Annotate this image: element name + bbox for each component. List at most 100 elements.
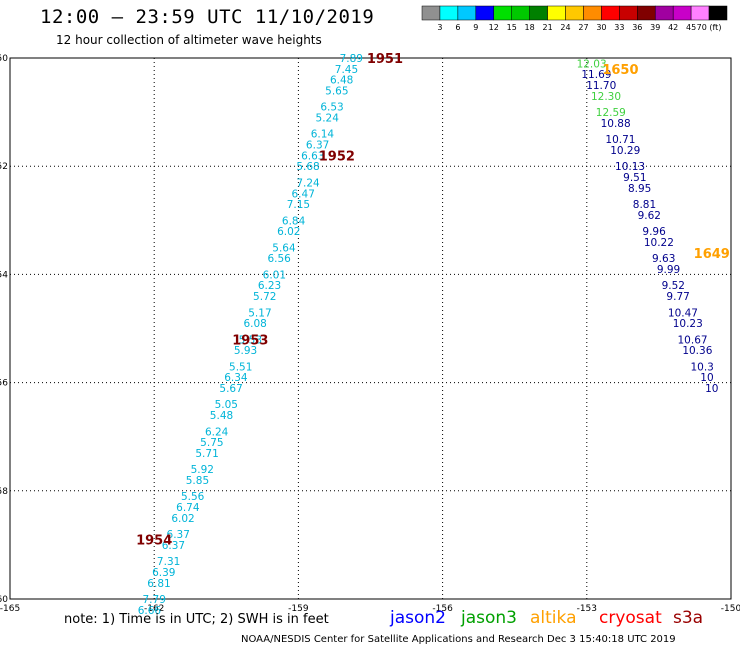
wave-height-point: 5.71 xyxy=(195,448,218,460)
x-tick-label: -153 xyxy=(577,604,597,614)
color-scale-label: 9 xyxy=(473,23,478,32)
axis-tick-labels: -50 -52 -54 -56 -58 -60-165 -162 -159 -156 -153 -1… xyxy=(0,54,740,614)
color-swatch xyxy=(654,5,674,21)
wave-height-point: 5.48 xyxy=(210,410,233,422)
color-swatch xyxy=(475,5,495,21)
wave-height-point: 6.37 xyxy=(162,540,185,552)
footer-note: note: 1) Time is in UTC; 2) SWH is in fe… xyxy=(64,612,329,627)
wave-height-point: 6.53 xyxy=(320,102,343,114)
color-scale-label: 3 xyxy=(437,23,442,32)
wave-height-point: 10.67 xyxy=(678,334,708,346)
plot-frame xyxy=(9,57,732,600)
wave-height-point: 5.05 xyxy=(215,399,238,411)
legend-s3a: s3a xyxy=(673,608,704,628)
y-tick-label: -56 xyxy=(0,379,8,389)
footer-credit: NOAA/NESDIS Center for Satellite Applica… xyxy=(241,634,676,645)
wave-height-point: 10.29 xyxy=(610,145,640,157)
wave-height-point: 5.85 xyxy=(186,475,209,487)
wave-height-point: 9.51 xyxy=(623,172,646,184)
wave-height-point: 9.63 xyxy=(652,253,675,265)
pass-time-label: 1952 xyxy=(319,149,355,164)
wave-height-point: 7.15 xyxy=(287,199,310,211)
color-swatch xyxy=(583,5,602,21)
gridlines xyxy=(10,58,731,599)
wave-height-point: 6.14 xyxy=(311,129,335,141)
wave-height-point: 12.59 xyxy=(596,107,626,119)
pass-time-label: 1954 xyxy=(136,533,172,548)
color-scale-label: 33 xyxy=(614,23,624,32)
wave-height-point: 10.13 xyxy=(615,161,645,173)
color-swatch xyxy=(529,5,548,21)
wave-height-point: 6.37 xyxy=(306,140,329,152)
wave-height-point: 10.47 xyxy=(668,307,698,319)
wave-height-point: 5.68 xyxy=(296,161,319,173)
wave-height-point: 11.69 xyxy=(581,69,611,81)
wave-height-point: 10 xyxy=(700,372,713,384)
wave-height-point: 6.24 xyxy=(205,426,229,438)
wave-height-point: 6.37 xyxy=(167,529,190,541)
color-scale-label: 42 xyxy=(668,23,678,32)
color-scale-label: 18 xyxy=(525,23,535,32)
wave-height-point: 5.17 xyxy=(248,307,271,319)
wave-height-point: 5.75 xyxy=(200,437,223,449)
wave-height-point: 5.67 xyxy=(219,383,242,395)
wave-height-point: 6.02 xyxy=(171,513,194,525)
wave-height-point: 7.31 xyxy=(157,556,180,568)
wave-height-point: 9.77 xyxy=(666,291,689,303)
wave-height-point: 5.51 xyxy=(229,361,252,373)
color-scale-bar: 3 6 9 12 15 18 21 24 27 30 33 36 39 42 45 70 (ft) xyxy=(421,5,728,32)
color-scale-label: 27 xyxy=(578,23,588,32)
wave-height-point: 9.96 xyxy=(642,226,666,238)
x-tick-label: -165 xyxy=(0,604,20,614)
legend-altika: altika xyxy=(530,608,577,628)
wave-height-point: 10.88 xyxy=(601,118,631,130)
wave-height-point: 6.47 xyxy=(292,188,315,200)
wave-height-point: 6.08 xyxy=(243,318,266,330)
legend-jason2: jason2 xyxy=(390,608,446,628)
legend-cryosat: cryosat xyxy=(599,608,662,628)
wave-height-point: 6.23 xyxy=(258,280,281,292)
wave-height-point: 12.03 xyxy=(577,58,607,70)
y-tick-label: -50 xyxy=(0,54,8,64)
wave-height-point: 6.48 xyxy=(330,75,353,87)
wave-height-point: 9.62 xyxy=(638,210,661,222)
color-swatch xyxy=(708,5,728,21)
color-scale-label: 70 (ft) xyxy=(697,23,722,32)
wave-height-point: 10.22 xyxy=(644,237,674,249)
color-swatch xyxy=(672,5,692,21)
x-tick-label: -159 xyxy=(288,604,309,614)
wave-height-point: 5.53 xyxy=(239,334,262,346)
wave-height-point: 6.34 xyxy=(224,372,248,384)
color-scale-label: 39 xyxy=(650,23,660,32)
wave-height-point: 7.45 xyxy=(335,64,358,76)
color-scale-label: 45 xyxy=(686,23,696,32)
wave-height-point: 5.56 xyxy=(181,491,205,503)
wave-height-point: 6.39 xyxy=(152,567,175,579)
y-tick-label: -60 xyxy=(0,595,8,605)
color-swatch xyxy=(565,5,584,21)
chart-subtitle: 12 hour collection of altimeter wave hei… xyxy=(56,33,322,47)
wave-height-point: 8.95 xyxy=(628,183,651,195)
pass-time-labels: 1951 1952 1953 1954 1650 1649 xyxy=(136,52,730,548)
pass-time-label: 1953 xyxy=(232,333,268,348)
color-swatch xyxy=(547,5,566,21)
wave-height-point: 6.02 xyxy=(277,226,300,238)
wave-height-point: 8.81 xyxy=(633,199,656,211)
wave-height-point: 7.79 xyxy=(143,594,166,606)
x-tick-label: -150 xyxy=(721,604,740,614)
color-swatch xyxy=(421,5,441,21)
wave-height-point: 7.24 xyxy=(296,177,320,189)
color-scale-label: 6 xyxy=(455,23,460,32)
color-swatch xyxy=(690,5,710,21)
pass-time-label: 1650 xyxy=(602,63,638,78)
wave-height-point: 6.84 xyxy=(282,215,306,227)
x-tick-label: -162 xyxy=(144,604,164,614)
color-swatch xyxy=(637,5,656,21)
wave-height-point: 6.81 xyxy=(147,578,170,590)
wave-height-point: 6.56 xyxy=(267,253,291,265)
y-tick-label: -52 xyxy=(0,162,8,172)
color-scale-label: 24 xyxy=(560,23,570,32)
color-swatch xyxy=(439,5,459,21)
